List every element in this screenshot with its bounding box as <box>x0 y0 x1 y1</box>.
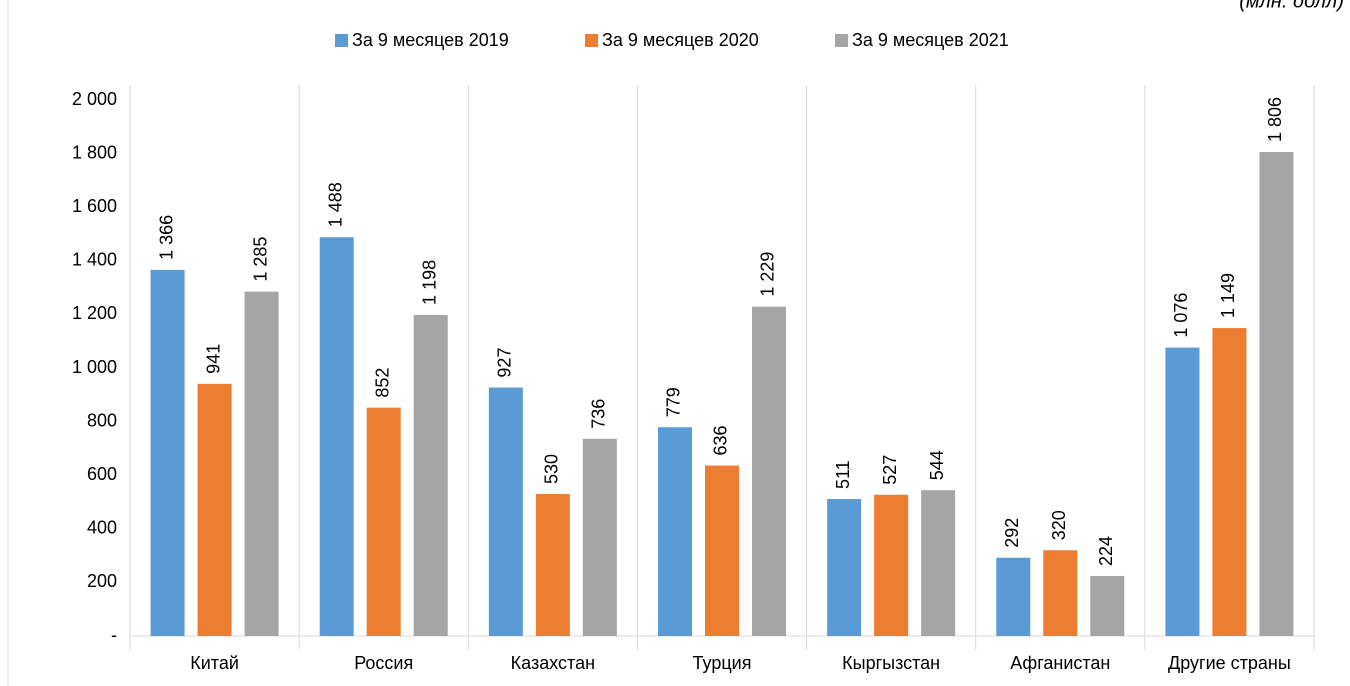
bar <box>1090 575 1125 636</box>
y-tick-label: 1 600 <box>72 196 117 216</box>
legend-swatch <box>585 34 598 47</box>
x-tick-label: Другие страны <box>1168 653 1291 673</box>
data-label: 527 <box>880 455 900 485</box>
data-label: 544 <box>927 450 947 480</box>
bar <box>319 237 354 636</box>
data-label: 779 <box>664 387 684 417</box>
data-label: 636 <box>711 426 731 456</box>
bar <box>366 407 401 636</box>
data-label: 941 <box>203 344 223 374</box>
bar <box>150 269 185 636</box>
bar <box>921 490 956 636</box>
data-label: 852 <box>372 368 392 398</box>
y-tick-label: 1 000 <box>72 357 117 377</box>
legend-swatch <box>335 34 348 47</box>
bar <box>1165 347 1200 636</box>
y-tick-label: 800 <box>87 410 117 430</box>
bar <box>705 465 739 636</box>
data-label: 1 285 <box>250 237 270 282</box>
data-label: 1 366 <box>156 215 176 260</box>
x-tick-label: Турция <box>693 653 752 673</box>
bar <box>488 387 523 636</box>
legend-label: За 9 месяцев 2020 <box>602 30 759 50</box>
legend-label: За 9 месяцев 2021 <box>852 30 1009 50</box>
y-tick-label: 400 <box>87 518 117 538</box>
data-label: 320 <box>1049 510 1069 540</box>
y-tick-label: 1 800 <box>72 142 117 162</box>
data-label: 736 <box>589 399 609 429</box>
data-label: 511 <box>833 460 853 489</box>
x-tick-label: Китай <box>190 653 239 673</box>
data-label: 1 806 <box>1265 97 1285 142</box>
legend-swatch <box>835 34 848 47</box>
x-tick-label: Кыргызстан <box>842 653 940 673</box>
bar <box>1212 328 1247 636</box>
y-tick-label: 200 <box>87 571 117 591</box>
data-label: 1 488 <box>325 182 345 227</box>
bar <box>752 306 786 636</box>
x-tick-label: Россия <box>354 653 413 673</box>
bar <box>197 383 232 636</box>
data-label: 927 <box>495 348 515 378</box>
legend-label: За 9 месяцев 2019 <box>352 30 509 50</box>
bar <box>413 314 448 636</box>
unit-note: (млн. долл) <box>1239 0 1344 12</box>
y-tick-label: 1 200 <box>72 303 117 323</box>
bar <box>658 427 692 636</box>
data-label: 530 <box>542 454 562 484</box>
y-tick-label: 600 <box>87 464 117 484</box>
y-tick-label: - <box>111 625 117 645</box>
data-label: 1 149 <box>1218 273 1238 318</box>
bar <box>582 438 617 636</box>
bar <box>1043 550 1078 636</box>
y-tick-label: 2 000 <box>72 89 117 109</box>
bar <box>996 557 1031 636</box>
bar <box>535 493 570 636</box>
bar <box>827 499 862 636</box>
data-label: 1 198 <box>419 260 439 305</box>
data-label: 1 076 <box>1171 293 1191 338</box>
bar <box>244 291 279 636</box>
data-label: 1 229 <box>758 252 778 297</box>
bar <box>874 494 909 636</box>
y-tick-label: 1 400 <box>72 250 117 270</box>
x-tick-label: Афганистан <box>1010 653 1110 673</box>
bar <box>1259 151 1294 636</box>
data-label: 224 <box>1096 536 1116 566</box>
x-tick-label: Казахстан <box>511 653 595 673</box>
data-label: 292 <box>1002 518 1022 548</box>
